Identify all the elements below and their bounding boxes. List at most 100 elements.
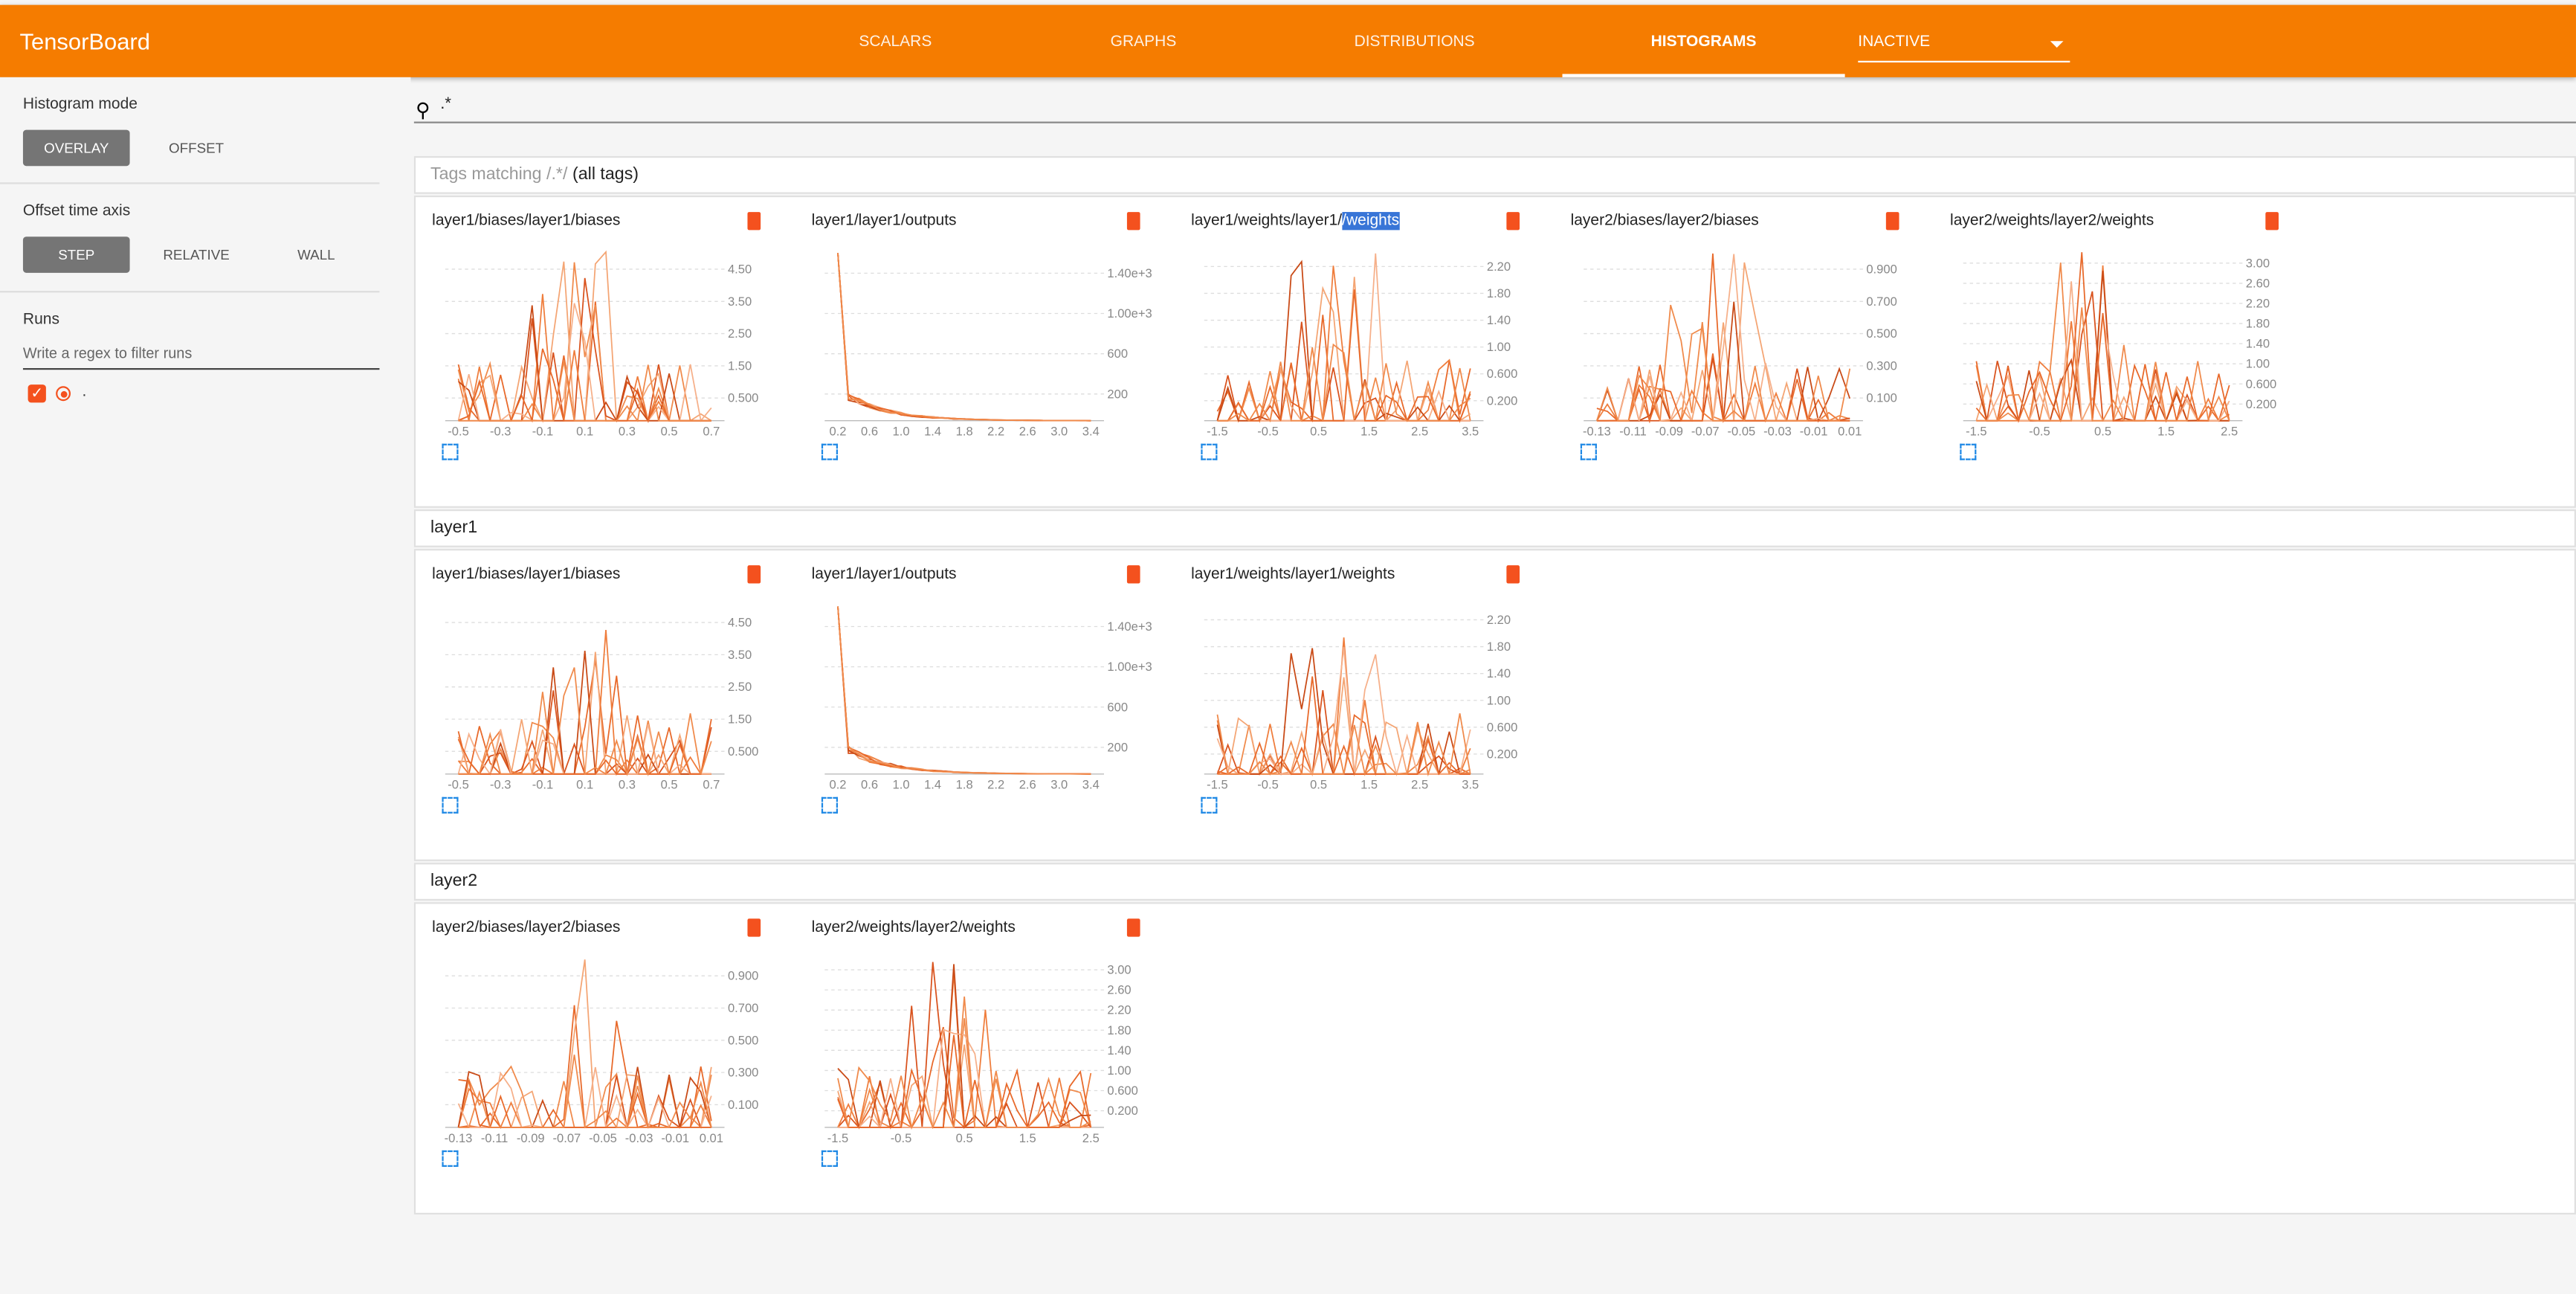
- y-tick-label: 0.500: [728, 744, 758, 759]
- axis-button[interactable]: RELATIVE: [163, 246, 230, 263]
- search-input[interactable]: .*: [413, 95, 2576, 123]
- expand-icon[interactable]: [442, 443, 459, 460]
- histogram-card: layer1/biases/layer1/biases 4.50 3.50 2.50 1…: [416, 197, 795, 501]
- y-tick-label: 0.100: [728, 1098, 758, 1112]
- download-icon[interactable]: [747, 918, 761, 937]
- x-tick-label: -0.3: [490, 778, 511, 792]
- y-tick-label: 0.600: [2246, 377, 2276, 391]
- histogram-line: [837, 1026, 1091, 1130]
- dropdown-arrow: [2050, 41, 2064, 48]
- histogram-line: [837, 606, 1091, 775]
- histogram-line: [458, 348, 711, 423]
- checkbox[interactable]: ✓: [28, 384, 46, 403]
- x-tick-label: -0.5: [1257, 425, 1279, 439]
- card-title-text: layer1/biases/layer1/biases: [432, 212, 621, 231]
- search-icon: ⚲: [416, 98, 430, 122]
- section-title-suffix: (all tags): [572, 164, 639, 184]
- expand-icon[interactable]: [1201, 443, 1218, 460]
- nav-tab[interactable]: GRAPHS: [1110, 33, 1177, 51]
- histogram-line: [1976, 307, 2230, 422]
- expand-icon[interactable]: [442, 796, 459, 814]
- histogram: 4.50 3.50 2.50 1.50 0.500 -0.5 -0.3 -0.1 0.1 0.3 0…: [445, 616, 758, 792]
- y-tick-label: 0.600: [1107, 1084, 1137, 1098]
- mode-button[interactable]: OVERLAY: [22, 129, 130, 167]
- x-tick-label: -1.5: [827, 1131, 849, 1145]
- section-body: layer2/biases/layer2/biases 0.900 0.700 0.5…: [413, 902, 2576, 1215]
- download-icon[interactable]: [1506, 565, 1520, 584]
- y-tick-label: 3.00: [1107, 963, 1131, 977]
- card-title-text: layer1/biases/layer1/biases: [432, 565, 621, 584]
- card-title-text: layer1/weights/layer1/: [1191, 212, 1343, 231]
- y-tick-label: 2.50: [728, 680, 752, 694]
- download-icon[interactable]: [747, 565, 761, 584]
- expand-icon[interactable]: [1580, 443, 1597, 460]
- y-tick-label: 3.50: [728, 648, 752, 662]
- histogram-line: [458, 959, 712, 1128]
- axis-button[interactable]: WALL: [297, 246, 335, 263]
- download-icon[interactable]: [1506, 212, 1520, 231]
- histogram-line: [837, 253, 1091, 422]
- y-tick-label: 0.900: [1866, 262, 1897, 276]
- card-title: layer1/weights/layer1//weights: [1191, 212, 1400, 231]
- expand-icon[interactable]: [442, 1150, 459, 1167]
- download-icon[interactable]: [1126, 565, 1140, 584]
- nav-tab[interactable]: DISTRIBUTIONS: [1354, 33, 1475, 51]
- section-body: layer1/biases/layer1/biases 4.50 3.50 2.50 1…: [413, 195, 2576, 508]
- download-icon[interactable]: [1126, 212, 1140, 231]
- axis-button[interactable]: STEP: [22, 236, 130, 273]
- expand-icon[interactable]: [821, 443, 838, 460]
- expand-icon[interactable]: [821, 796, 838, 814]
- nav-tab[interactable]: SCALARS: [859, 33, 932, 51]
- histogram-line: [458, 1055, 712, 1129]
- x-tick-label: -0.11: [1619, 425, 1647, 439]
- card-title: layer2/biases/layer2/biases: [1571, 212, 1759, 230]
- radio[interactable]: [56, 386, 71, 402]
- y-tick-label: 600: [1107, 347, 1128, 361]
- y-tick-label: 2.60: [2246, 276, 2270, 290]
- x-tick-label: 0.5: [661, 778, 678, 792]
- y-tick-label: 0.500: [728, 391, 758, 405]
- card-title-text: layer2/biases/layer2/biases: [432, 918, 621, 937]
- y-tick-label: 200: [1107, 740, 1128, 754]
- y-tick-label: 1.50: [728, 712, 752, 727]
- x-tick-label: 0.7: [703, 425, 720, 439]
- x-tick-label: -0.07: [1691, 425, 1720, 439]
- nav-tab[interactable]: HISTOGRAMS: [1650, 33, 1757, 51]
- x-tick-label: 1.5: [1019, 1131, 1036, 1145]
- expand-icon[interactable]: [1201, 796, 1218, 814]
- histogram-line: [1975, 252, 2230, 424]
- y-tick-label: 0.600: [1487, 720, 1517, 734]
- x-tick-label: 0.3: [619, 425, 636, 439]
- x-tick-label: -0.09: [517, 1131, 545, 1145]
- histogram: 1.40e+3 1.00e+3 600 200 0.2 0.6 1.0 1.4 1.8 2.2 2.…: [824, 606, 1152, 792]
- download-icon[interactable]: [1126, 918, 1140, 937]
- expand-icon[interactable]: [1960, 443, 1977, 460]
- y-tick-label: 1.00: [1487, 340, 1511, 354]
- x-tick-label: -1.5: [1207, 425, 1228, 439]
- x-tick-label: -0.11: [481, 1131, 509, 1145]
- card-title: layer1/layer1/outputs: [812, 565, 957, 583]
- y-tick-label: 0.300: [1866, 358, 1897, 373]
- card-title-text: layer1/weights/layer1/weights: [1191, 565, 1395, 584]
- run-selector[interactable]: INACTIVE: [1858, 28, 2070, 62]
- histogram-card: layer1/weights/layer1/weights 2.20 1.80 1.4…: [1175, 550, 1554, 854]
- run-filter[interactable]: Write a regex to filter runs: [22, 345, 380, 370]
- download-icon[interactable]: [747, 212, 761, 231]
- card-title-text: layer2/weights/layer2/weights: [1950, 212, 2154, 231]
- y-tick-label: 0.200: [2246, 397, 2276, 411]
- download-icon[interactable]: [2265, 212, 2279, 231]
- x-tick-label: 1.5: [2157, 425, 2175, 439]
- mode-button[interactable]: OFFSET: [169, 139, 225, 156]
- histogram-line: [837, 606, 1091, 775]
- histogram: 0.900 0.700 0.500 0.300 0.100 -0.13 -0.11 -0.09…: [1583, 253, 1897, 439]
- x-tick-label: -0.03: [1763, 425, 1792, 439]
- x-tick-label: 0.1: [576, 425, 593, 439]
- download-icon[interactable]: [1885, 212, 1899, 231]
- y-tick-label: 0.900: [728, 969, 758, 983]
- section-title: layer1: [430, 518, 478, 538]
- x-tick-label: 2.5: [2221, 425, 2238, 439]
- histogram-card: layer1/layer1/outputs 1.40e+3 1.00e+3 600 20…: [795, 197, 1175, 501]
- x-tick-label: -0.01: [661, 1131, 689, 1145]
- expand-icon[interactable]: [821, 1150, 838, 1167]
- toolbar: TensorBoard INACTIVE SCALARS GRAPHS DISTRI…: [0, 4, 2576, 77]
